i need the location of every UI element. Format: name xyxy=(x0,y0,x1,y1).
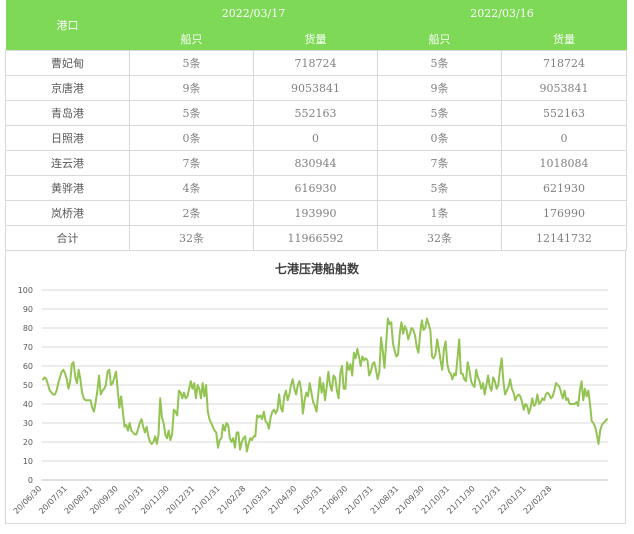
y-tick-label: 60 xyxy=(23,362,33,371)
ships-cell: 5条 xyxy=(377,50,502,76)
x-tick-label: 22/02/28 xyxy=(522,484,554,516)
y-tick-label: 30 xyxy=(23,419,33,428)
date-header-2: 2022/03/16 xyxy=(377,0,627,27)
ships-cell: 9条 xyxy=(129,75,254,101)
ships-cell: 0条 xyxy=(129,125,254,151)
y-tick-label: 0 xyxy=(28,476,33,485)
ships-cell: 0条 xyxy=(377,125,502,151)
port-name: 连云港 xyxy=(5,150,130,176)
y-tick-label: 90 xyxy=(23,305,33,314)
table-row: 日照港 0条 0 0条 0 xyxy=(5,125,627,151)
ships-cell: 4条 xyxy=(129,175,254,201)
port-table: 港口 2022/03/17 2022/03/16 船只 货量 船只 货量 曹妃甸… xyxy=(5,0,627,251)
table-row: 黄骅港 4条 616930 5条 621930 xyxy=(5,175,627,201)
ships-cell: 32条 xyxy=(377,225,502,251)
port-name: 黄骅港 xyxy=(5,175,130,201)
port-name: 青岛港 xyxy=(5,100,130,126)
ships-cell: 1条 xyxy=(377,200,502,226)
y-tick-label: 20 xyxy=(23,438,33,447)
chart-panel: 七港压港船舶数 0 10 20 30 40 50 60 70 80 90 100 20/06/30 2… xyxy=(5,250,626,524)
ships-cell: 32条 xyxy=(129,225,254,251)
date-header-1: 2022/03/17 xyxy=(129,0,378,27)
ships-cell: 2条 xyxy=(129,200,254,226)
y-tick-label: 80 xyxy=(23,324,33,333)
table-row: 京唐港 9条 9053841 9条 9053841 xyxy=(5,75,627,101)
port-name: 岚桥港 xyxy=(5,200,130,226)
y-tick-label: 10 xyxy=(23,457,33,466)
chart-title: 七港压港船舶数 xyxy=(275,261,360,276)
cargo-cell: 616930 xyxy=(253,175,378,201)
cargo-cell: 0 xyxy=(253,125,378,151)
cargo-cell: 718724 xyxy=(501,50,627,76)
cargo-cell: 621930 xyxy=(501,175,627,201)
cargo-cell: 718724 xyxy=(253,50,378,76)
series-line xyxy=(42,317,608,453)
total-row: 合计 32条 11966592 32条 12141732 xyxy=(5,225,627,251)
cargo-header-1: 货量 xyxy=(253,27,378,51)
y-tick-label: 100 xyxy=(18,286,33,295)
cargo-cell: 9053841 xyxy=(501,75,627,101)
ships-cell: 5条 xyxy=(377,175,502,201)
ships-header-2: 船只 xyxy=(377,27,502,51)
table-row: 连云港 7条 830944 7条 1018084 xyxy=(5,150,627,176)
table-row: 曹妃甸 5条 718724 5条 718724 xyxy=(5,50,627,76)
ships-cell: 9条 xyxy=(377,75,502,101)
cargo-cell: 1018084 xyxy=(501,150,627,176)
table-row: 青岛港 5条 552163 5条 552163 xyxy=(5,100,627,126)
ships-cell: 7条 xyxy=(377,150,502,176)
cargo-cell: 12141732 xyxy=(501,225,627,251)
y-tick-label: 50 xyxy=(23,381,33,390)
ships-header-1: 船只 xyxy=(129,27,254,51)
cargo-cell: 552163 xyxy=(253,100,378,126)
cargo-cell: 11966592 xyxy=(253,225,378,251)
ships-cell: 5条 xyxy=(129,50,254,76)
ships-cell: 7条 xyxy=(129,150,254,176)
port-name: 日照港 xyxy=(5,125,130,151)
port-name: 京唐港 xyxy=(5,75,130,101)
port-header: 港口 xyxy=(5,0,130,51)
cargo-cell: 552163 xyxy=(501,100,627,126)
cargo-cell: 9053841 xyxy=(253,75,378,101)
ships-cell: 5条 xyxy=(129,100,254,126)
cargo-cell: 830944 xyxy=(253,150,378,176)
cargo-cell: 193990 xyxy=(253,200,378,226)
y-tick-label: 40 xyxy=(23,400,33,409)
cargo-cell: 176990 xyxy=(501,200,627,226)
cargo-header-2: 货量 xyxy=(501,27,627,51)
table-row: 岚桥港 2条 193990 1条 176990 xyxy=(5,200,627,226)
port-name: 曹妃甸 xyxy=(5,50,130,76)
ships-cell: 5条 xyxy=(377,100,502,126)
y-tick-label: 70 xyxy=(23,343,33,352)
total-label: 合计 xyxy=(5,225,130,251)
cargo-cell: 0 xyxy=(501,125,627,151)
